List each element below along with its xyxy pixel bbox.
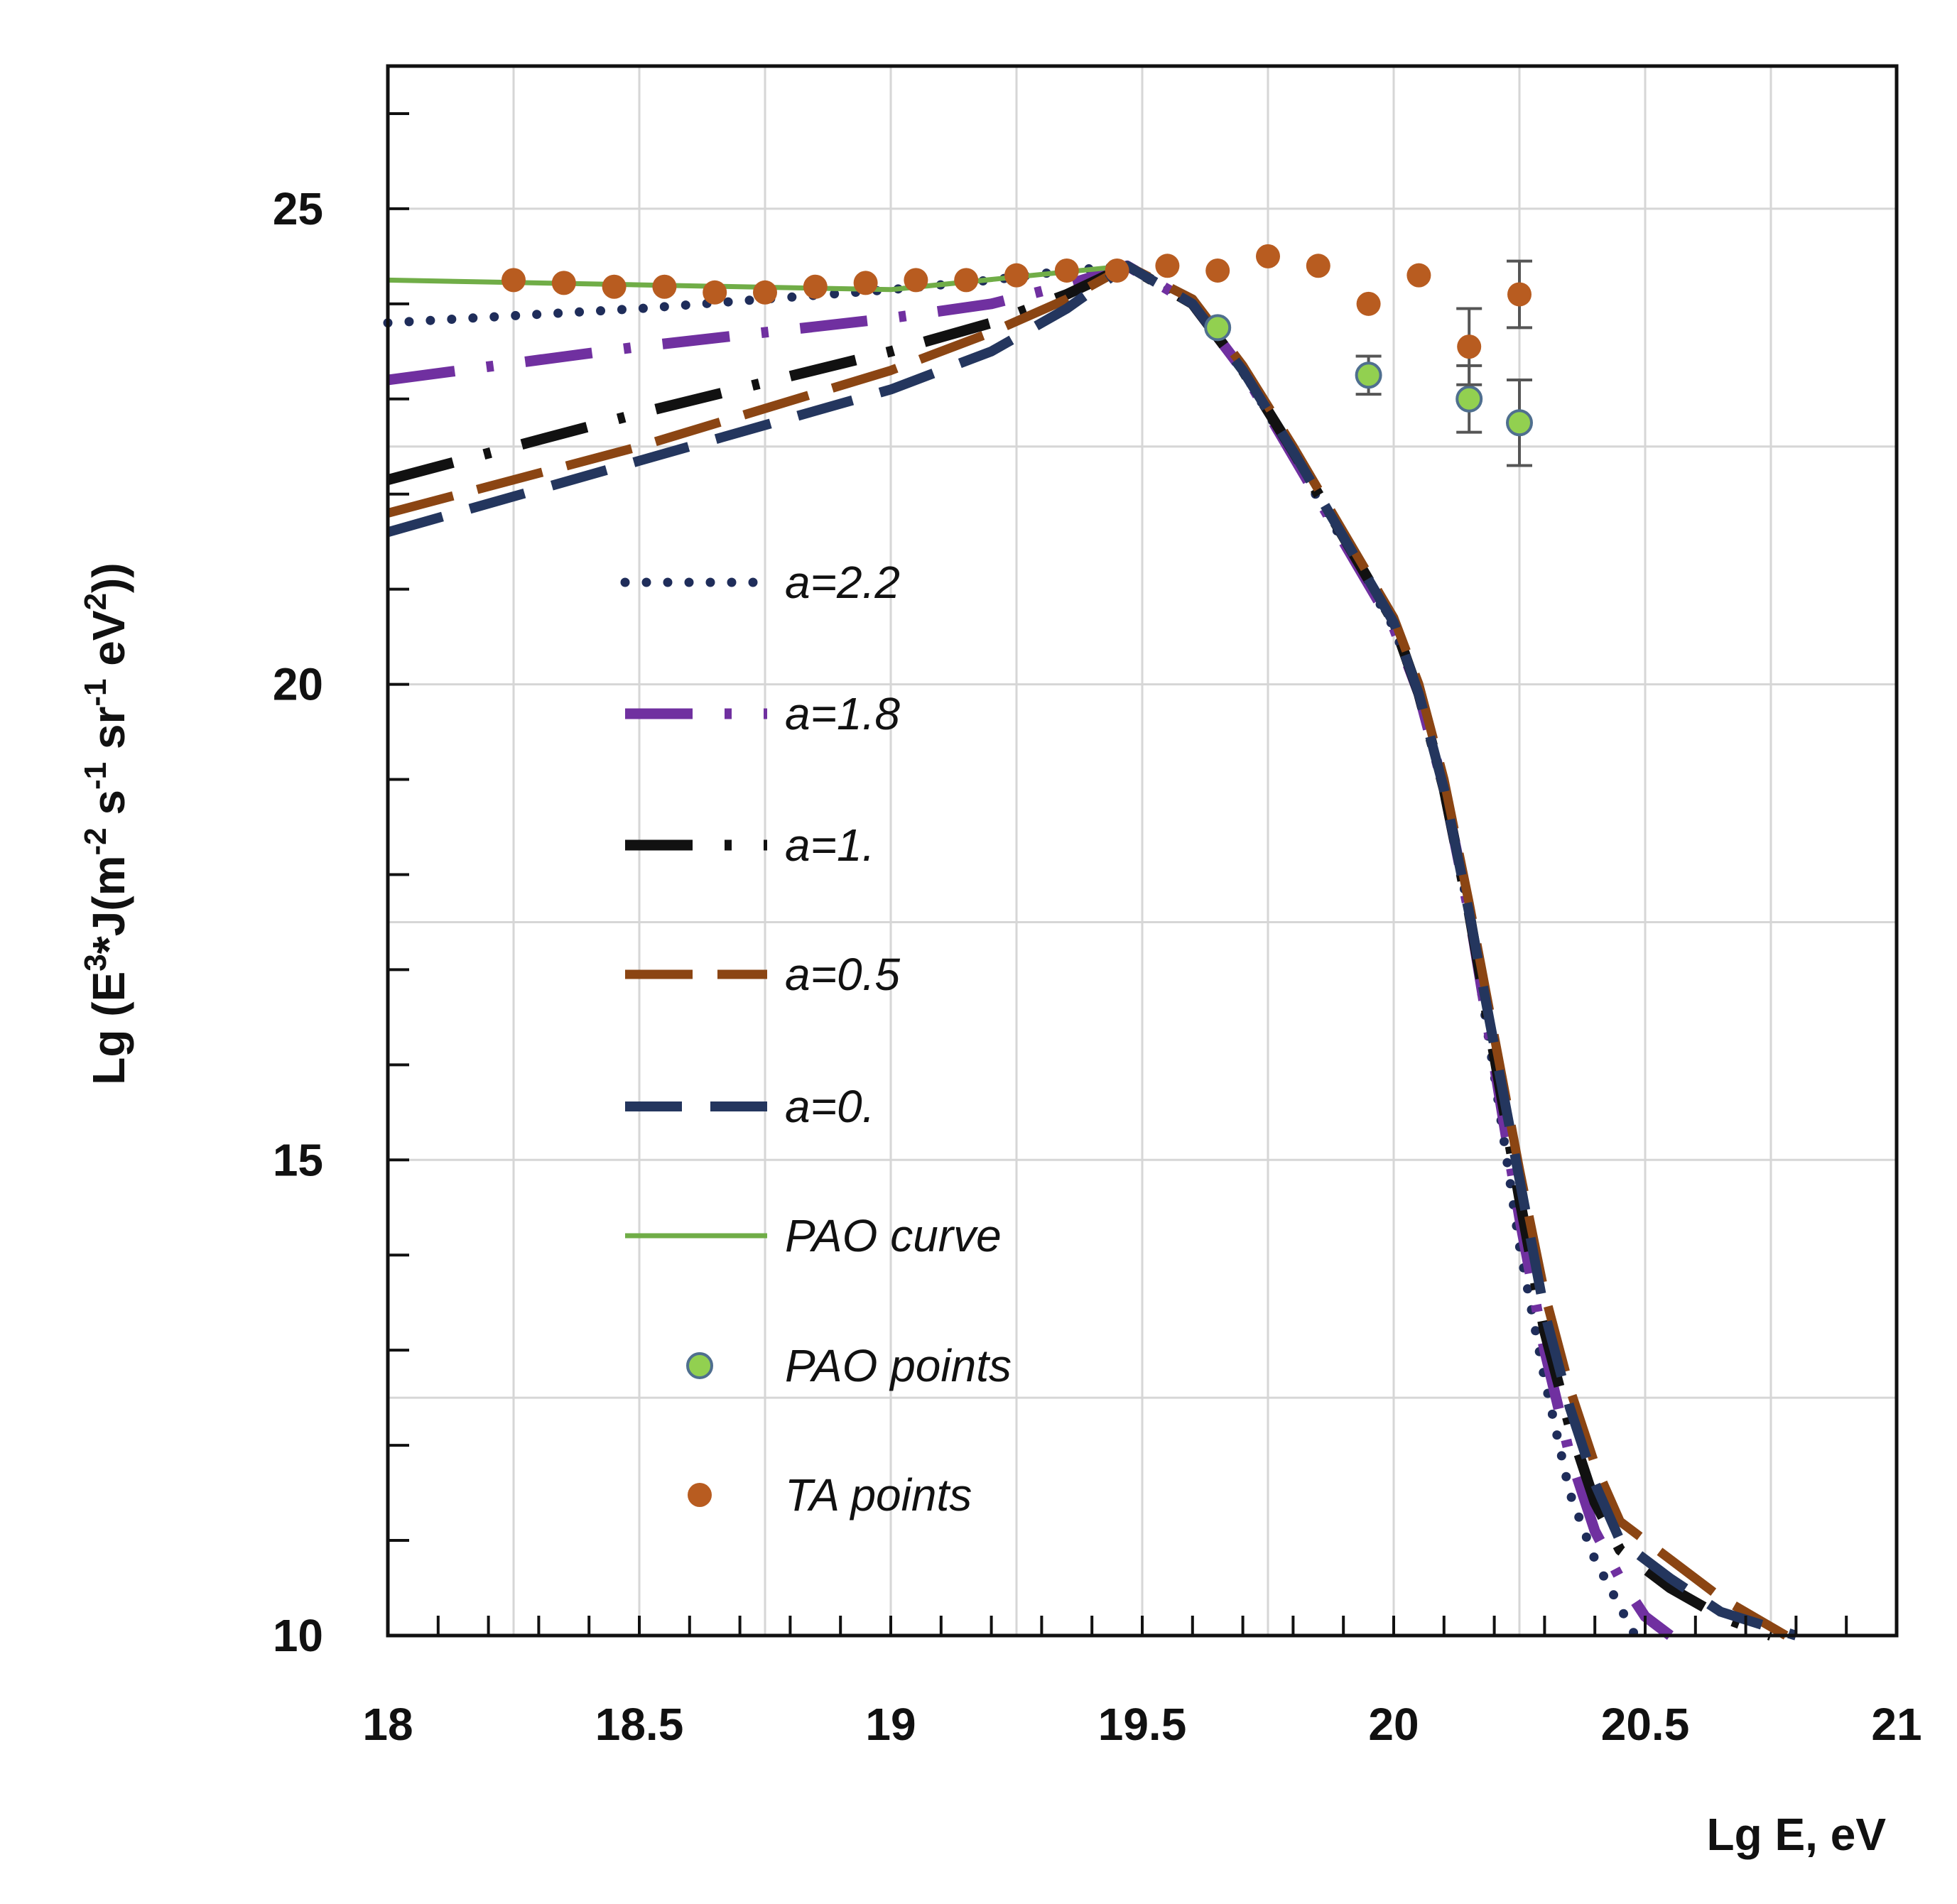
y-tick-label: 15 bbox=[273, 1134, 323, 1185]
y-title-sup: -2 bbox=[78, 827, 113, 855]
ta-points-marker bbox=[1004, 263, 1029, 288]
pao-points-marker bbox=[1455, 385, 1483, 413]
legend-swatch-pao-points bbox=[686, 1352, 713, 1379]
ta-points-marker bbox=[1306, 254, 1330, 278]
legend-label-ta-points: TA points bbox=[785, 1469, 972, 1521]
ta-points-marker bbox=[551, 271, 576, 295]
ta-points-marker bbox=[703, 280, 727, 305]
y-axis-title: Lg (E3*J(m-2 s-1 sr-1 eV2)) bbox=[78, 562, 134, 1084]
y-tick-label: 20 bbox=[273, 659, 323, 710]
ta-points-marker bbox=[1105, 258, 1129, 283]
ta-points-marker bbox=[1507, 282, 1532, 307]
y-title-part: eV bbox=[83, 610, 134, 678]
ta-points-marker bbox=[1457, 334, 1482, 359]
pao-points-marker bbox=[1506, 409, 1533, 437]
svg-text:Lg (E3*J(m-2 s-1 sr-1 eV2)): Lg (E3*J(m-2 s-1 sr-1 eV2)) bbox=[78, 562, 134, 1084]
legend-label-a-0-5: a=0.5 bbox=[785, 949, 900, 1000]
legend: a=2.2 a=1.8 a=1. a=0.5 a=0. PAO curve PAO poin… bbox=[620, 557, 1012, 1521]
series-line-a-2-2 bbox=[383, 261, 1640, 1641]
y-tick-label: 10 bbox=[273, 1610, 323, 1661]
x-tick-label: 21 bbox=[1871, 1699, 1921, 1750]
x-axis-title: Lg E, eV bbox=[1707, 1809, 1887, 1860]
pao-points-marker bbox=[1355, 361, 1382, 389]
series-line-a-1-8 bbox=[387, 260, 1674, 1640]
legend-label-a-2-2: a=2.2 bbox=[785, 557, 900, 608]
tick-labels: 18 18.5 19 19.5 20 20.5 21 10 15 20 25 bbox=[273, 183, 1922, 1750]
y-title-sup: -1 bbox=[78, 762, 113, 790]
ta-points-marker bbox=[904, 268, 928, 293]
legend-label-a-0-: a=0. bbox=[785, 1081, 874, 1132]
legend-label-a-1-8: a=1.8 bbox=[785, 688, 900, 739]
ta-points-marker bbox=[1155, 254, 1180, 278]
ta-points-marker bbox=[853, 271, 878, 295]
series-layer bbox=[383, 260, 1798, 1641]
legend-swatch-ta-points bbox=[688, 1483, 712, 1507]
x-tick-label: 20.5 bbox=[1601, 1699, 1690, 1750]
ta-points-marker bbox=[954, 268, 979, 293]
ta-points-marker bbox=[1205, 258, 1230, 283]
x-tick-label: 20 bbox=[1368, 1699, 1419, 1750]
ta-points-marker bbox=[1256, 244, 1280, 268]
minor-ticks bbox=[388, 111, 1848, 1636]
ta-points-marker bbox=[753, 280, 777, 305]
points-layer bbox=[502, 244, 1533, 467]
ta-points-marker bbox=[1356, 291, 1381, 316]
x-tick-label: 19 bbox=[865, 1699, 916, 1750]
y-tick-label: 25 bbox=[273, 183, 323, 234]
x-tick-label: 18 bbox=[362, 1699, 413, 1750]
ta-points-marker bbox=[652, 274, 677, 299]
y-title-part: *J(m bbox=[83, 856, 134, 954]
x-tick-label: 18.5 bbox=[595, 1699, 684, 1750]
pao-points-marker bbox=[1204, 314, 1232, 342]
series-line-a-0- bbox=[386, 261, 1798, 1641]
grid bbox=[388, 66, 1897, 1636]
ta-points-marker bbox=[803, 274, 828, 299]
ta-points-marker bbox=[502, 268, 526, 293]
y-title-part: sr bbox=[83, 707, 134, 762]
ta-points-marker bbox=[1054, 258, 1079, 283]
y-title-sup: 2 bbox=[78, 593, 113, 610]
legend-label-pao-points: PAO points bbox=[785, 1340, 1012, 1391]
y-title-part: )) bbox=[83, 562, 134, 593]
y-title-sup: -1 bbox=[78, 678, 113, 706]
legend-label-pao-curve: PAO curve bbox=[785, 1210, 1002, 1261]
y-title-sup: 3 bbox=[78, 954, 113, 971]
y-title-part: s bbox=[83, 790, 134, 827]
y-title-part: Lg (E bbox=[83, 972, 134, 1085]
ta-points-marker bbox=[1406, 263, 1431, 288]
ta-points-marker bbox=[602, 274, 627, 299]
legend-label-a-1-: a=1. bbox=[785, 820, 874, 871]
x-tick-label: 19.5 bbox=[1098, 1699, 1187, 1750]
